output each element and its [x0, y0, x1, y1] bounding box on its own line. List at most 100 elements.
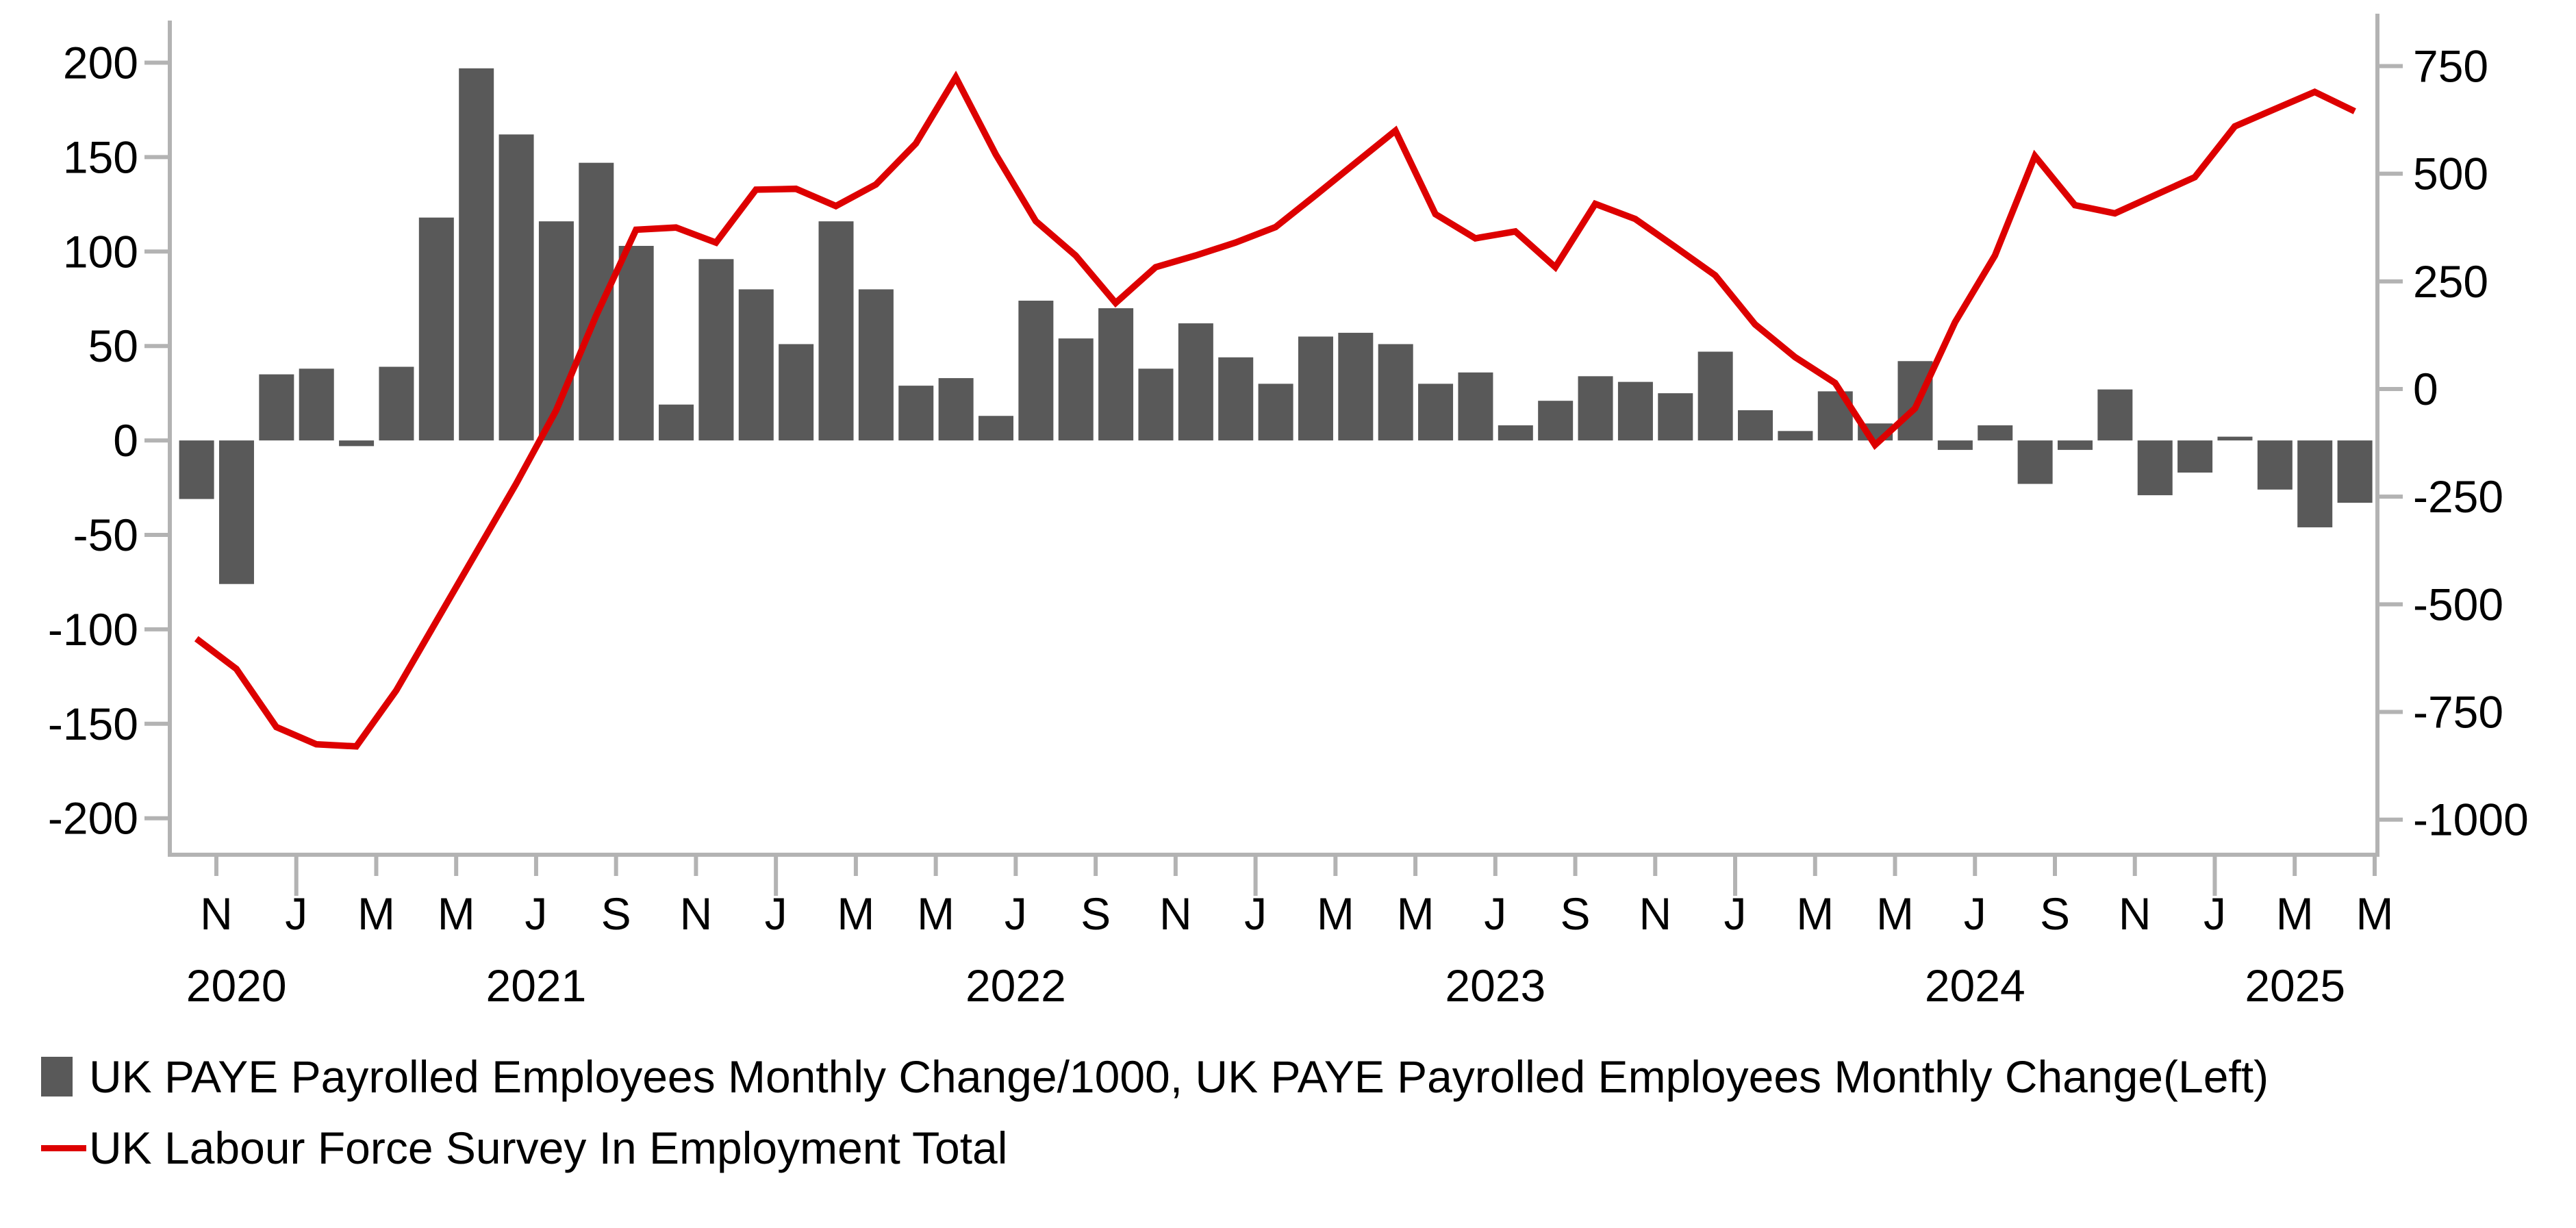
bar: [498, 134, 534, 441]
left-axis-tick-label: 100: [63, 226, 138, 277]
bar: [2217, 436, 2253, 441]
bar: [2177, 440, 2213, 473]
bar: [818, 221, 854, 441]
bar: [1298, 336, 1333, 441]
right-axis-tick-label: 250: [2413, 256, 2488, 307]
bar: [779, 344, 814, 441]
x-month-label: S: [601, 888, 631, 939]
bar: [2297, 440, 2333, 527]
x-month-label: M: [357, 888, 395, 939]
right-axis-tick-label: 500: [2413, 149, 2488, 199]
bar: [1018, 301, 1054, 441]
bar: [1658, 393, 1693, 441]
legend-label-paye: UK PAYE Payrolled Employees Monthly Chan…: [89, 1051, 2269, 1102]
employment-line: [194, 71, 2356, 750]
x-month-label: J: [1964, 888, 1986, 939]
bar: [1738, 410, 1773, 441]
bar: [2337, 440, 2373, 503]
x-month-label: J: [2204, 888, 2226, 939]
bar: [618, 246, 654, 441]
x-month-label: S: [1561, 888, 1591, 939]
x-month-label: M: [2276, 888, 2314, 939]
bar: [1617, 381, 1653, 441]
x-month-label: S: [1081, 888, 1111, 939]
bar: [1258, 384, 1293, 441]
right-axis-tick-label: 0: [2413, 364, 2438, 414]
bar: [1538, 401, 1574, 441]
legend-item-lfs-line: UK Labour Force Survey In Employment Tot…: [41, 1112, 2540, 1183]
x-year-label: 2025: [2245, 960, 2345, 1011]
legend-item-paye-bars: UK PAYE Payrolled Employees Monthly Chan…: [41, 1041, 2540, 1112]
bar: [2137, 440, 2173, 496]
x-year-label: 2024: [1925, 960, 2025, 1011]
bar: [898, 386, 934, 441]
bar: [339, 440, 375, 447]
x-month-label: M: [1397, 888, 1435, 939]
right-axis-tick-label: -1000: [2413, 794, 2529, 845]
bar: [259, 374, 294, 441]
left-axis-tick-label: 50: [88, 321, 138, 371]
bar: [1697, 351, 1733, 441]
x-month-label: J: [765, 888, 787, 939]
left-axis-tick-label: -150: [48, 699, 138, 749]
left-axis-tick-label: 200: [63, 38, 138, 88]
x-month-label: N: [2119, 888, 2151, 939]
left-axis-tick-label: 150: [63, 131, 138, 182]
bar: [698, 259, 734, 441]
bar: [1178, 323, 1213, 441]
bar: [459, 68, 494, 441]
x-month-label: M: [438, 888, 475, 939]
bar: [1498, 425, 1533, 441]
left-axis-tick-label: -200: [48, 793, 138, 844]
x-month-label: J: [1005, 888, 1027, 939]
x-month-label: N: [680, 888, 713, 939]
x-month-label: M: [1876, 888, 1914, 939]
bar: [938, 378, 974, 441]
bar-series-swatch-icon: [41, 1057, 73, 1097]
bar: [978, 416, 1013, 441]
x-month-label: J: [285, 888, 307, 939]
left-axis-tick-label: -100: [48, 604, 138, 655]
left-axis-tick-label: -50: [73, 510, 138, 560]
x-month-label: M: [837, 888, 874, 939]
legend-marker-cell: [41, 1144, 89, 1151]
x-year-label: 2022: [965, 960, 1066, 1011]
bar: [738, 289, 774, 441]
bar: [1138, 368, 1174, 441]
bar: [1058, 338, 1094, 441]
left-axis-tick-label: 0: [113, 415, 138, 466]
x-month-label: J: [1724, 888, 1747, 939]
x-month-label: M: [1317, 888, 1354, 939]
right-axis-tick-label: 750: [2413, 40, 2488, 91]
x-month-label: J: [525, 888, 547, 939]
bar: [1218, 357, 1254, 441]
x-month-label: N: [1159, 888, 1192, 939]
x-month-label: S: [2040, 888, 2070, 939]
bar: [579, 162, 614, 441]
x-month-label: M: [917, 888, 955, 939]
x-year-label: 2020: [186, 960, 287, 1011]
bar: [2057, 440, 2093, 450]
bar: [1338, 332, 1374, 441]
bar: [299, 368, 334, 441]
bar: [2257, 440, 2293, 490]
bar: [1937, 440, 1973, 450]
x-month-label: N: [1639, 888, 1671, 939]
x-month-label: J: [1484, 888, 1506, 939]
x-month-label: N: [200, 888, 233, 939]
bar: [858, 289, 894, 441]
bar: [659, 404, 694, 441]
right-axis-tick-label: -750: [2413, 687, 2503, 738]
bar: [379, 366, 414, 441]
bar: [1578, 376, 1613, 441]
bar: [1778, 431, 1813, 441]
bar: [1458, 372, 1493, 441]
right-axis-tick-label: -500: [2413, 579, 2503, 629]
bar: [418, 217, 454, 441]
right-axis-tick-label: -250: [2413, 471, 2503, 522]
x-year-label: 2021: [486, 960, 587, 1011]
bar: [1378, 344, 1413, 441]
x-month-label: J: [1244, 888, 1267, 939]
